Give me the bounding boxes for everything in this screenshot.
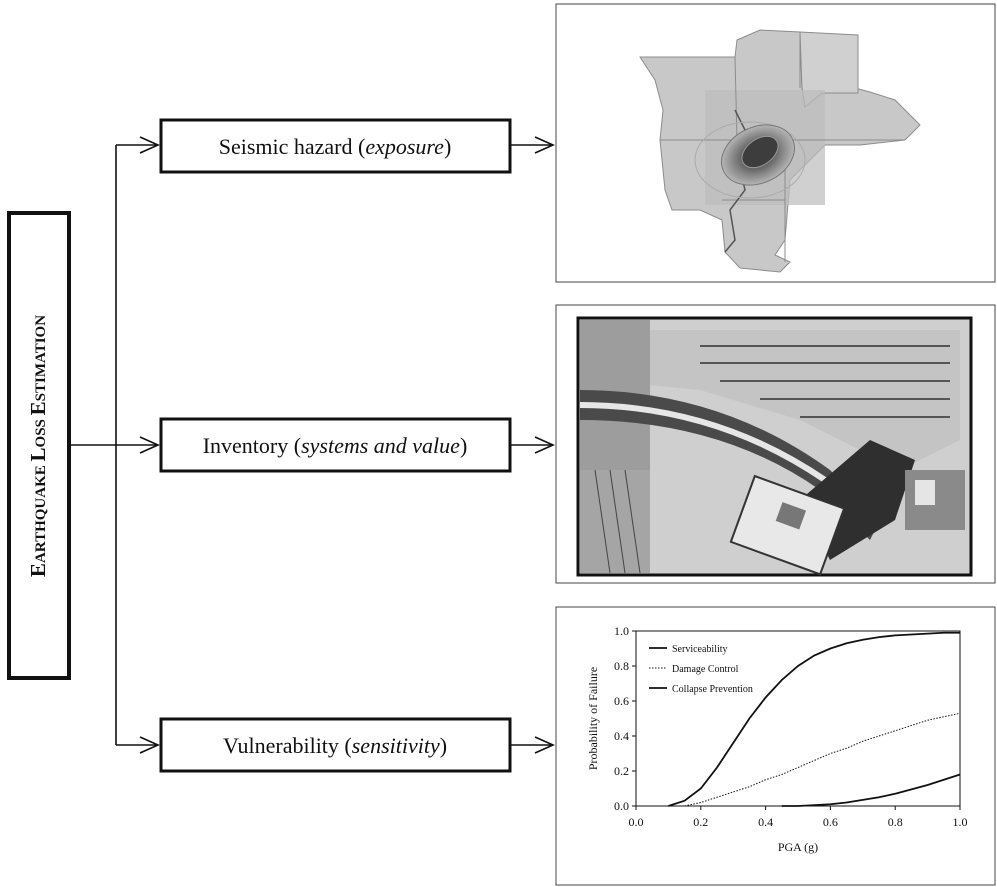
y-tick-label: 0.4: [614, 729, 629, 743]
x-axis-label: PGA (g): [778, 840, 818, 854]
legend-entry: Serviceability: [672, 644, 728, 655]
vulnerability-box: Vulnerability (sensitivity): [159, 717, 512, 773]
main-title: EARTHQUAKE LOSS ESTIMATION: [26, 315, 50, 577]
hazard-map-panel: [555, 3, 996, 283]
inventory-box: Inventory (systems and value): [159, 417, 512, 473]
x-tick-label: 0.6: [823, 815, 838, 829]
series-line-damage-control: [684, 712, 961, 807]
seismic-hazard-box: Seismic hazard (exposure): [159, 118, 512, 174]
vulnerability-label: Vulnerability (sensitivity): [223, 733, 447, 758]
fragility-chart-panel: 0.0 0.2 0.4 0.6 0.8 1.0 0.0 0.2 0.4 0.6 0.8 1.0 PGA …: [555, 606, 996, 886]
fragility-chart: 0.0 0.2 0.4 0.6 0.8 1.0 0.0 0.2 0.4 0.6 0.8 1.0 PGA …: [586, 624, 968, 854]
inventory-label: Inventory (systems and value): [203, 433, 468, 458]
main-title-box: EARTHQUAKE LOSS ESTIMATION: [7, 211, 71, 680]
aerial-photo-panel: [555, 304, 996, 584]
y-axis-label: Probability of Failure: [586, 667, 600, 770]
connectors: [69, 136, 555, 754]
y-tick-label: 0.6: [614, 694, 629, 708]
y-tick-label: 0.2: [614, 764, 629, 778]
y-tick-label: 1.0: [614, 624, 629, 638]
seismic-hazard-label: Seismic hazard (exposure): [219, 134, 452, 159]
legend-entry: Damage Control: [672, 664, 739, 675]
series-line-collapse-prevention: [781, 773, 961, 807]
y-tick-label: 0.8: [614, 659, 629, 673]
x-tick-label: 0.0: [629, 815, 644, 829]
legend-entry: Collapse Prevention: [672, 684, 753, 695]
regional-map: [639, 29, 921, 273]
series-line-serviceability: [668, 631, 960, 807]
x-tick-label: 0.2: [693, 815, 708, 829]
aerial-photo: [576, 316, 973, 577]
x-tick-label: 1.0: [953, 815, 968, 829]
x-tick-label: 0.4: [758, 815, 773, 829]
x-tick-label: 0.8: [888, 815, 903, 829]
y-tick-label: 0.0: [614, 799, 629, 813]
